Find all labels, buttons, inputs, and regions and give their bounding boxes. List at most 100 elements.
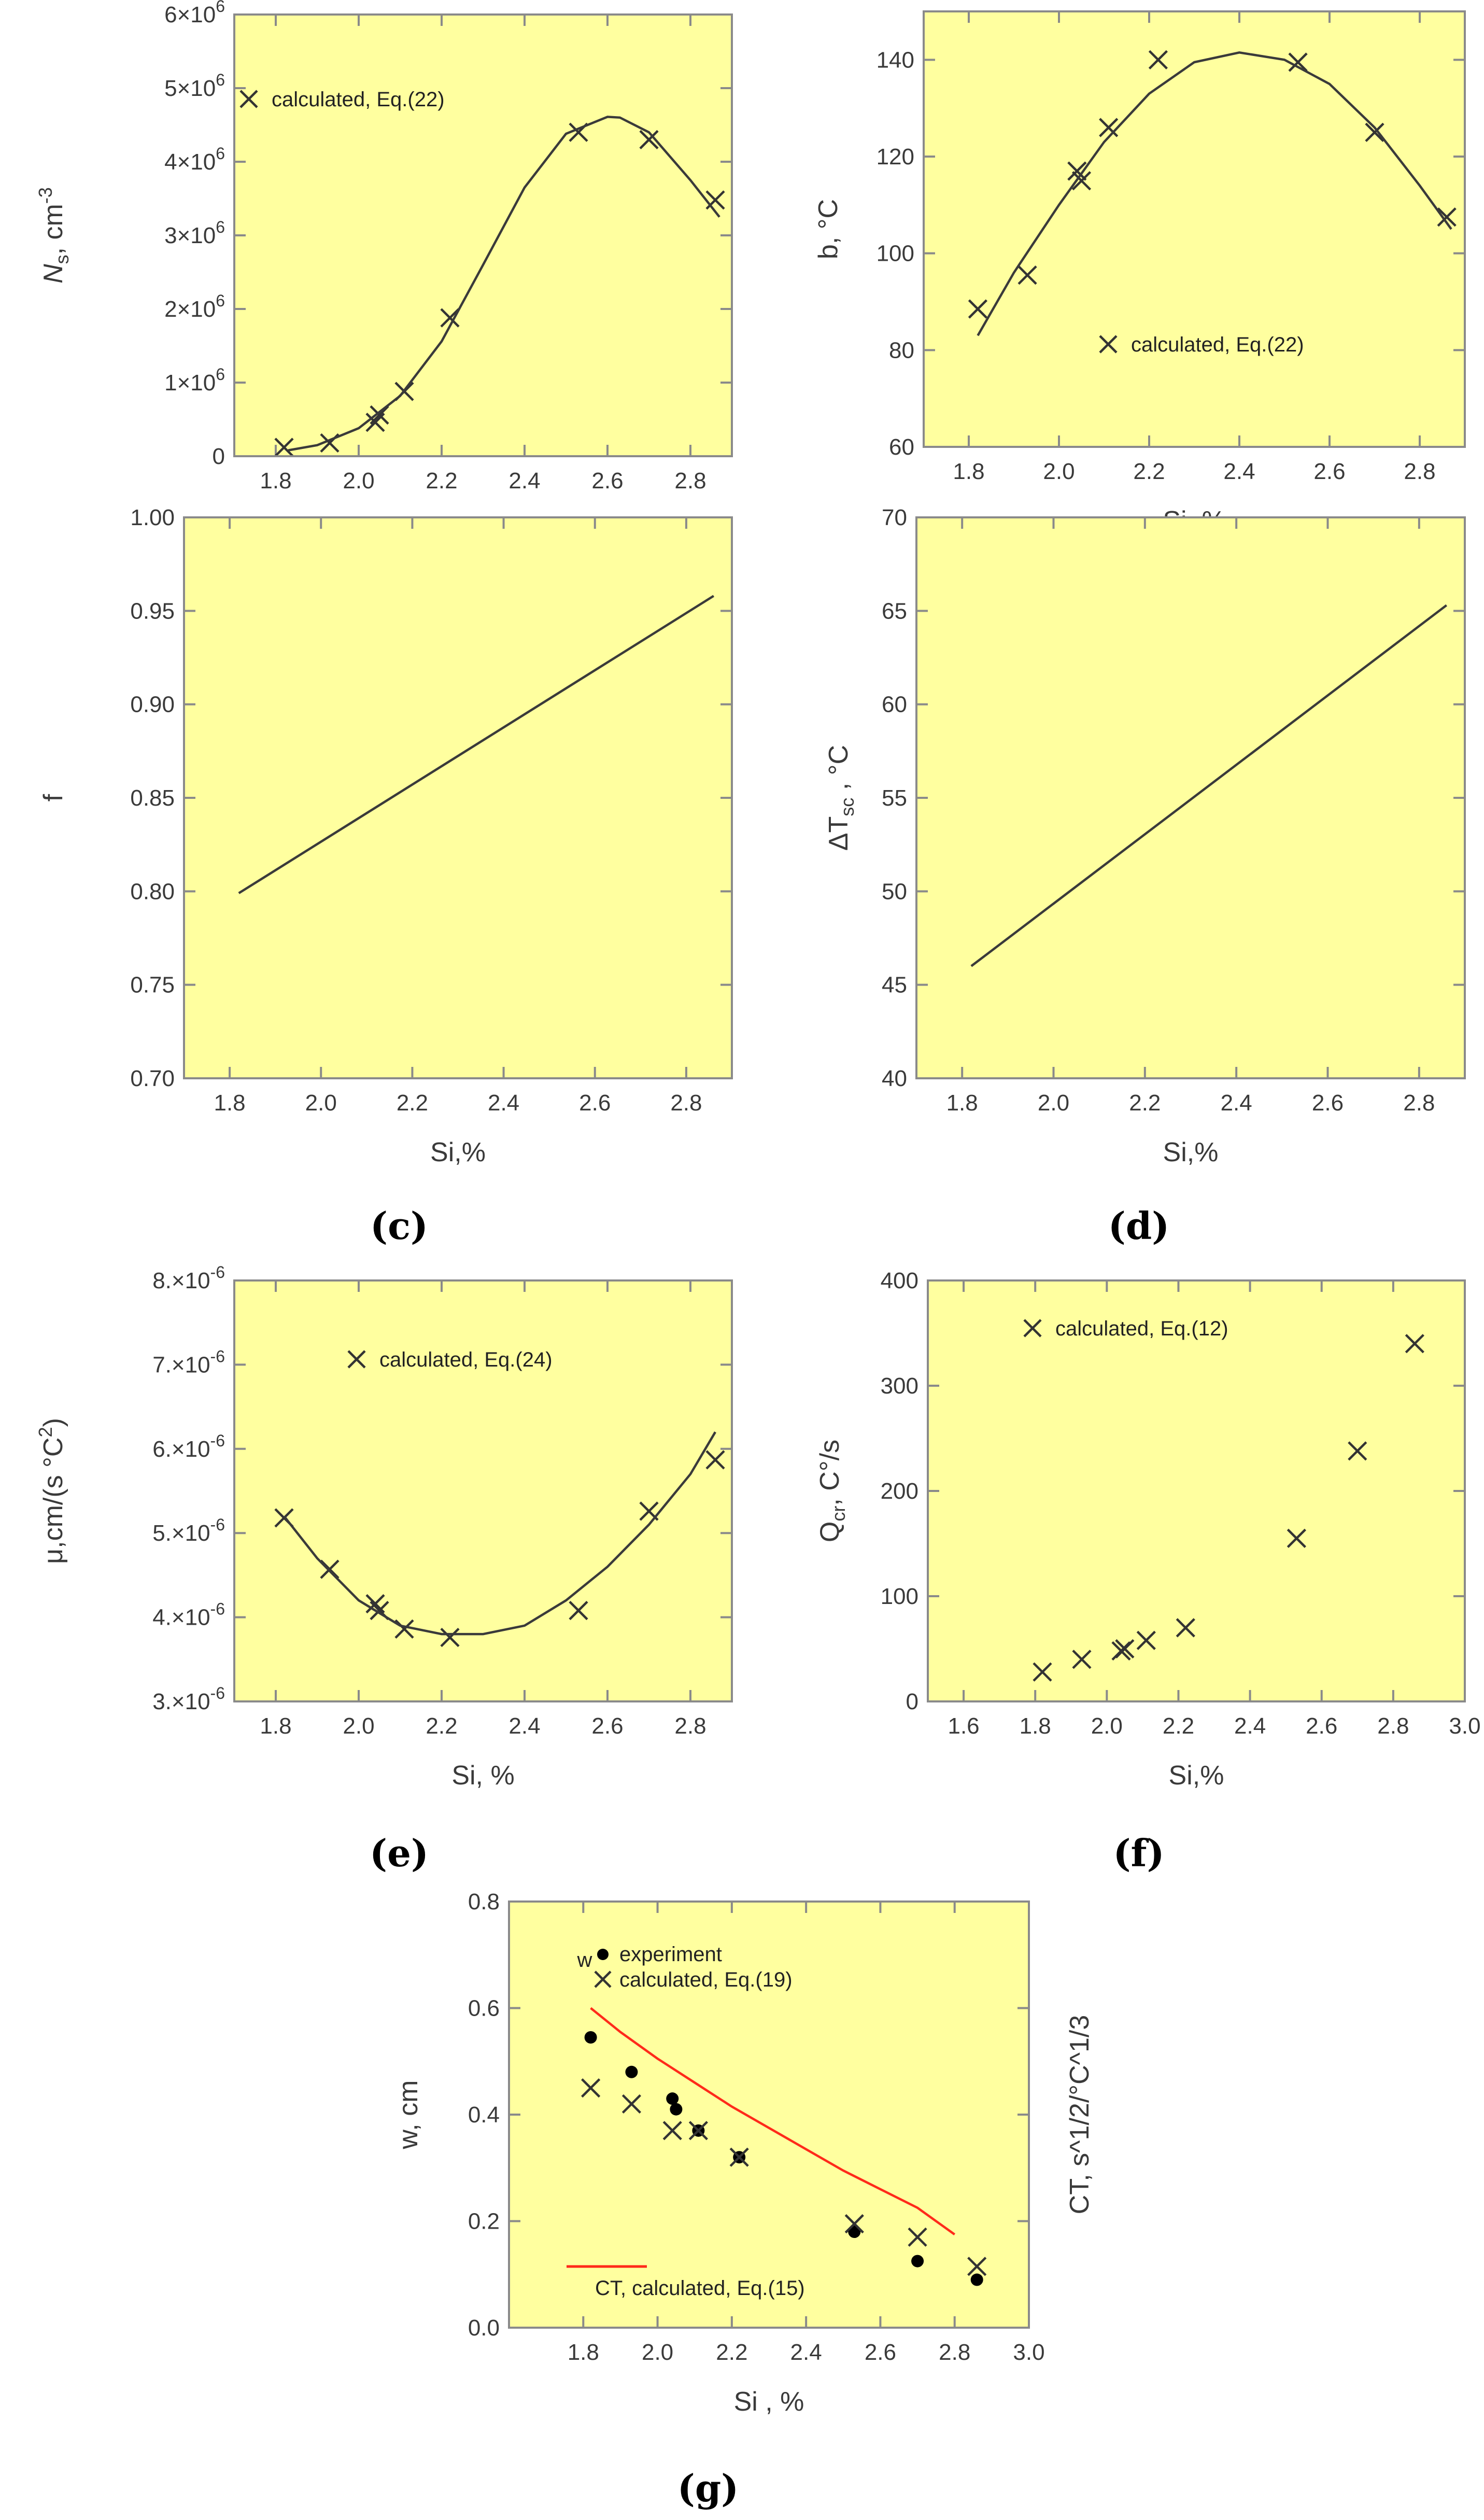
legend-marker-dot [597,1949,609,1960]
marker-x-stroke [347,1350,366,1369]
data-point-x [1071,171,1092,191]
y-tick-label: 140 [877,47,914,73]
marker-x-stroke [1437,207,1457,227]
x-tick-label: 2.2 [426,468,457,494]
marker-x-stroke [908,2227,927,2247]
y-tick-label: 0.0 [468,2315,500,2341]
x-axis-title: Si,% [1169,1761,1224,1791]
marker-x-stroke [239,90,258,108]
marker-x-stroke [1148,50,1168,69]
x-axis-title: Si,% [430,1137,486,1167]
legend-marker-x [594,1970,612,1988]
marker-x-stroke [440,308,460,328]
legend-marker-x [1099,335,1118,354]
data-point-x [1348,1441,1367,1461]
data-point-x [370,405,389,425]
data-point-x [1067,161,1087,181]
y-tick-label: 0.85 [130,785,175,811]
x-tick-label: 2.6 [1313,459,1345,484]
y-tick-label: 8.×10-6 [152,1263,225,1293]
y-tick-label: 5.×10-6 [152,1515,225,1546]
x-tick-label: 2.0 [343,1713,374,1739]
y-tick-label: 0.8 [468,1889,500,1914]
fit-curve [288,116,720,452]
x-tick-label: 2.0 [1043,459,1075,484]
plot-frame [923,10,1466,448]
x-tick-label: 2.4 [508,1713,540,1739]
marker-x-stroke [705,1450,725,1470]
plot-area [928,1280,1465,1701]
x-tick-label: 2.4 [1223,459,1255,484]
x-tick-label: 2.6 [1306,1713,1337,1739]
y-tick-label: 0.70 [130,1066,175,1091]
x-axis-title: Si , % [734,2387,804,2417]
marker-x-stroke [370,405,389,425]
panel-letter: (g) [677,2466,739,2510]
data-point-x [581,2078,601,2098]
marker-x-stroke [1023,1319,1042,1338]
plot-frame [233,1279,733,1702]
y-tick-label: 3.×10-6 [152,1684,225,1714]
x-tick-label: 2.4 [488,1090,519,1116]
data-point-x [1136,1630,1156,1650]
y-tick-label: 120 [877,144,914,170]
y-tick-label: 100 [881,1584,918,1609]
y-tick-label: 7.×10-6 [152,1347,225,1377]
y-tick-label: 400 [881,1268,918,1293]
fit-curve [977,51,1452,336]
data-point-x [729,2147,749,2167]
marker-x-stroke [621,2094,642,2114]
x-tick-label: 2.2 [397,1090,428,1116]
data-point-x [705,1450,725,1470]
data-point-x [662,2121,682,2141]
plot-area [916,517,1465,1078]
legend-marker-x [347,1350,366,1369]
y-tick-label: 40 [882,1066,907,1091]
plot-area [184,517,732,1078]
x-tick-label: 2.8 [1403,1090,1435,1116]
plot-area [234,1280,732,1701]
y-tick-label: 65 [882,598,907,624]
x-tick-label: 1.8 [260,468,291,494]
y-tick-label: 2×106 [164,291,225,322]
marker-x-stroke [1136,1630,1156,1650]
data-point-x [1288,52,1308,72]
data-point-x [688,2121,708,2141]
legend-label: calculated, Eq.(12) [1055,1317,1228,1340]
y-axis-title: ΔTsc​ , °C [824,745,858,851]
marker-x-stroke [968,299,987,319]
x-tick-label: 2.2 [426,1713,457,1739]
x-tick-label: 1.8 [946,1090,978,1116]
x-tick-label: 2.0 [1091,1713,1123,1739]
y-axis-title: μ,cm/(s °C2​) [35,1418,68,1564]
data-point-dot [848,2226,861,2239]
y-tick-label: 80 [889,337,914,363]
y-axis-title-right: CT, s^1/2/°C^1/3 [1065,2015,1095,2215]
marker-x-stroke [594,1970,612,1988]
y-tick-label: 5×106 [164,71,225,101]
ct-curve [590,2007,956,2236]
data-point-x [1099,118,1119,137]
x-tick-label: 1.8 [568,2340,599,2365]
data-point-x [1033,1662,1052,1682]
marker-x-stroke [370,1601,389,1621]
x-tick-label: 2.4 [1221,1090,1252,1116]
fit-curve [283,1431,716,1636]
marker-x-stroke [662,2121,682,2141]
plot-frame [508,1900,1030,2329]
legend-label: calculated, Eq.(22) [272,88,445,111]
marker-x-stroke [581,2078,601,2098]
x-tick-label: 2.2 [1133,459,1165,484]
marker-x-stroke [1067,161,1087,181]
x-tick-label: 2.6 [1312,1090,1344,1116]
data-point-dot [625,2065,638,2078]
data-point-dot [670,2103,683,2116]
data-point-x [1072,1650,1092,1669]
y-tick-label: 0.95 [130,598,175,624]
marker-x-stroke [1071,171,1092,191]
x-tick-label: 1.8 [260,1713,291,1739]
marker-x-stroke [394,1619,414,1639]
legend-label-experiment: experiment [619,1943,722,1966]
x-tick-label: 3.0 [1449,1713,1480,1739]
